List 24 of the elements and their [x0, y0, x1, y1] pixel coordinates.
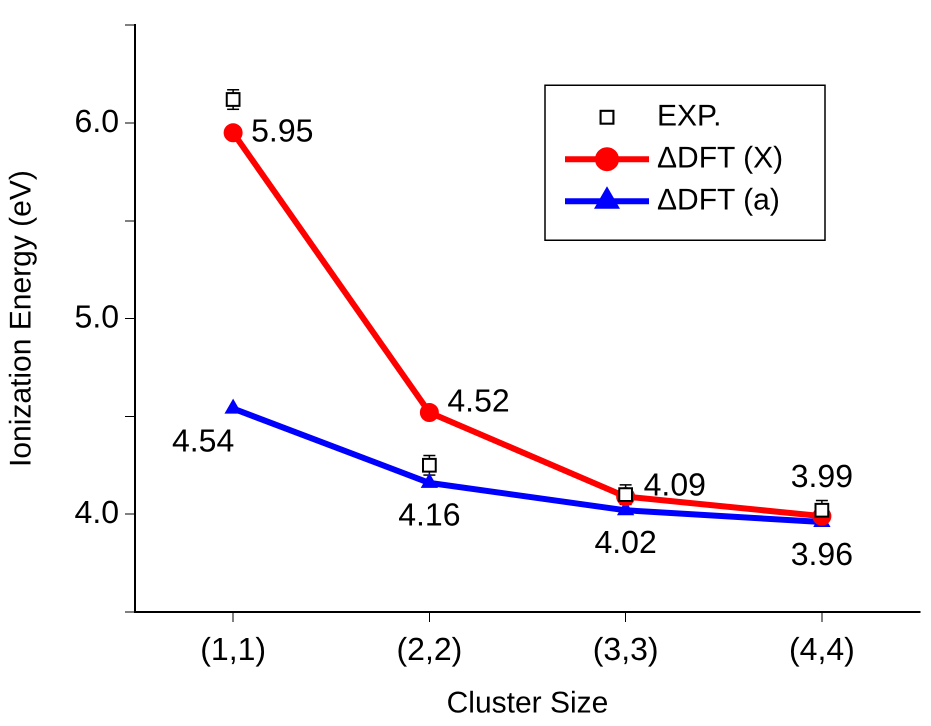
legend-label: EXP.: [657, 99, 722, 132]
y-tick-label: 5.0: [74, 298, 119, 334]
data-label: 4.52: [447, 382, 510, 418]
x-tick-label: (1,1): [200, 631, 266, 668]
y-tick-label: 6.0: [74, 102, 119, 139]
x-tick-label: (3,3): [592, 631, 659, 668]
data-label: 5.95: [251, 112, 314, 149]
data-label: 4.16: [398, 496, 461, 533]
y-tick-label: 4.0: [74, 494, 119, 530]
data-label: 3.99: [790, 458, 854, 494]
x-tick-label: (2,2): [396, 631, 462, 668]
y-axis-title: Ionization Energy (eV): [4, 170, 38, 468]
data-label: 4.09: [644, 466, 706, 502]
x-axis-title: Cluster Size: [446, 686, 608, 720]
data-label: 3.96: [790, 536, 854, 572]
legend-label: ΔDFT (X): [657, 141, 784, 174]
x-tick-label: (4,4): [788, 631, 855, 668]
point: [420, 402, 439, 422]
point: [422, 458, 437, 473]
data-label: 4.02: [594, 524, 657, 560]
point: [226, 92, 240, 107]
data-label: 4.54: [172, 422, 234, 458]
legend-label: ΔDFT (a): [657, 183, 780, 216]
point: [224, 123, 243, 142]
